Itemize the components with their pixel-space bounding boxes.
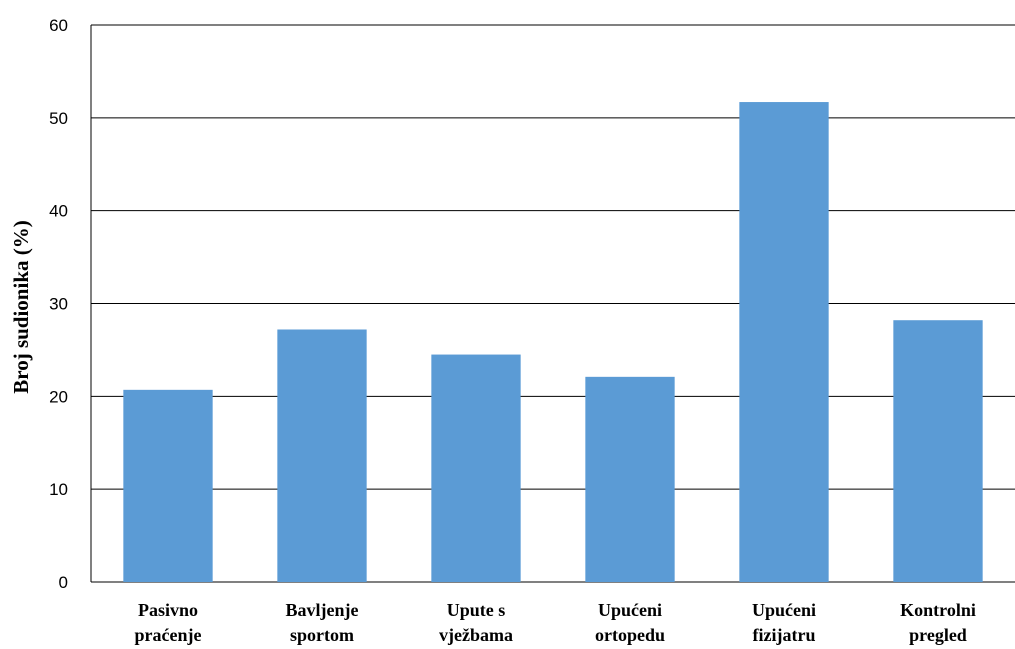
y-tick-label: 40 — [49, 202, 68, 221]
bar — [123, 389, 213, 582]
x-category-label: Bavljenje sportom — [286, 600, 359, 645]
bar — [277, 329, 367, 582]
bar — [431, 354, 521, 582]
x-category-label: Upućeni fizijatru — [752, 600, 816, 645]
y-tick-label: 50 — [49, 109, 68, 128]
bar — [739, 102, 829, 582]
x-axis-category-labels: Pasivno praćenje Bavljenje sportom Upute s vj… — [135, 600, 976, 645]
bar — [893, 320, 983, 582]
y-axis-title: Broj sudionika (%) — [9, 220, 33, 394]
x-category-label: Upute s vježbama — [439, 600, 513, 645]
y-tick-label: 20 — [49, 387, 68, 406]
bar — [585, 376, 675, 582]
x-category-label: Upućeni ortopedu — [595, 600, 665, 645]
gridlines — [90, 24, 1015, 583]
y-tick-label: 0 — [59, 573, 68, 592]
y-tick-label: 30 — [49, 295, 68, 314]
x-category-label: Pasivno praćenje — [135, 600, 202, 645]
y-tick-label: 10 — [49, 480, 68, 499]
y-tick-label: 60 — [49, 16, 68, 35]
x-category-label: Kontrolni pregled — [900, 600, 976, 645]
bars — [123, 102, 983, 582]
y-axis-tick-labels: 0 10 20 30 40 50 60 — [49, 16, 68, 592]
